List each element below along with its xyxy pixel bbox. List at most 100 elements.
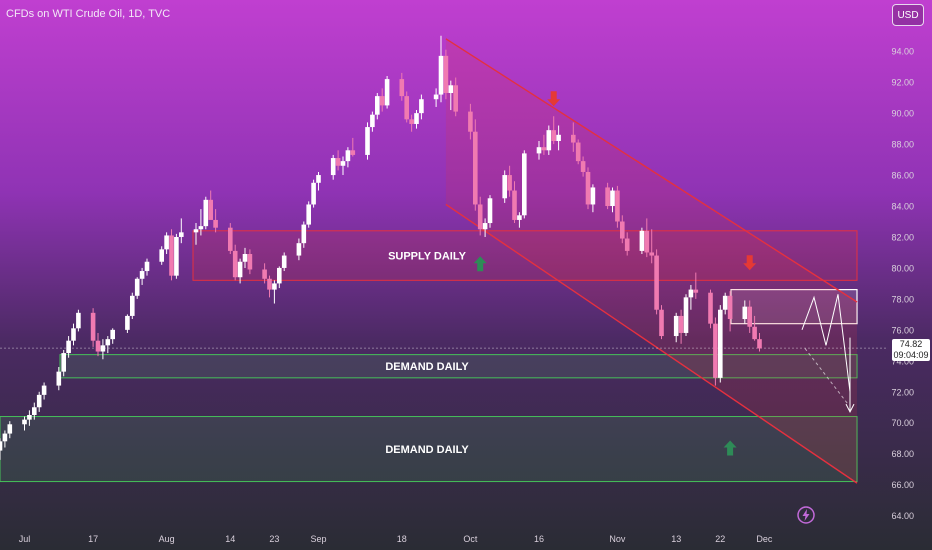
candle-body — [272, 283, 277, 290]
candle — [512, 181, 517, 224]
candle-body — [448, 85, 454, 94]
y-tick-label: 66.00 — [891, 480, 914, 490]
candle-body — [159, 249, 164, 262]
candle — [110, 328, 115, 344]
candle — [32, 402, 37, 420]
candle — [301, 221, 307, 248]
candle-body — [659, 309, 664, 337]
candle — [95, 332, 101, 357]
candle — [693, 272, 699, 299]
candle — [433, 88, 439, 107]
candle-body — [585, 171, 591, 205]
candle — [61, 349, 66, 377]
candle — [345, 147, 351, 168]
x-tick-label: Oct — [463, 534, 478, 544]
candle — [502, 170, 507, 203]
candle — [399, 72, 405, 101]
candle — [36, 391, 42, 412]
candle-body — [61, 353, 66, 372]
candle-body — [296, 243, 302, 256]
candle-body — [384, 79, 390, 106]
candle — [198, 209, 204, 236]
candle-body — [752, 326, 757, 340]
candle-body — [727, 295, 733, 320]
x-tick-label: 16 — [534, 534, 544, 544]
candle-body — [169, 235, 174, 276]
candle — [477, 196, 483, 236]
lightning-bolt-icon[interactable] — [796, 505, 816, 525]
y-tick-label: 78.00 — [891, 294, 914, 304]
candle — [66, 336, 71, 358]
candle-body — [541, 147, 547, 151]
candle-body — [708, 292, 713, 324]
candle — [370, 111, 375, 132]
candle-body — [649, 252, 654, 256]
y-tick-label: 86.00 — [891, 171, 914, 181]
candle-body — [144, 261, 150, 272]
candle — [365, 122, 370, 160]
candle-body — [473, 131, 478, 205]
candle-body — [399, 79, 405, 97]
candle — [585, 167, 591, 210]
candle-body — [0, 441, 3, 451]
candle-body — [556, 134, 561, 142]
y-tick-label: 68.00 — [891, 449, 914, 459]
candle-body — [237, 261, 243, 278]
candle — [208, 190, 213, 220]
y-tick-label: 70.00 — [891, 418, 914, 428]
candle-body — [32, 407, 37, 415]
candle — [718, 305, 723, 383]
candle — [757, 332, 762, 352]
candle — [713, 317, 718, 386]
candle — [448, 80, 454, 111]
candle — [468, 103, 473, 140]
candle — [522, 150, 527, 219]
candle — [105, 336, 111, 354]
y-tick-label: 92.00 — [891, 78, 914, 88]
candle — [673, 312, 679, 343]
candle-body — [419, 99, 424, 114]
candle-body — [90, 312, 96, 341]
candle-body — [311, 182, 316, 205]
candle — [443, 49, 449, 100]
candle-body — [375, 96, 380, 115]
candle-body — [605, 187, 610, 207]
channel-lower-line — [445, 203, 858, 484]
candle-body — [193, 229, 199, 233]
currency-button[interactable]: USD — [892, 4, 924, 26]
candle-body — [620, 221, 625, 239]
candle-body — [66, 340, 71, 354]
candle — [708, 289, 713, 329]
y-tick-label: 90.00 — [891, 109, 914, 119]
y-tick-label: 64.00 — [891, 511, 914, 521]
candle — [747, 300, 752, 333]
candle — [659, 305, 664, 340]
y-tick-label: 82.00 — [891, 232, 914, 242]
candle-body — [443, 55, 449, 94]
candle — [164, 232, 169, 255]
candle-body — [174, 236, 179, 276]
candle — [438, 35, 444, 103]
candle-body — [757, 339, 762, 349]
candle-body — [487, 198, 493, 224]
candle-body — [316, 175, 321, 183]
candle-body — [639, 230, 645, 251]
candle — [311, 179, 316, 208]
candle-body — [742, 306, 748, 320]
candle — [56, 367, 62, 391]
y-tick-label: 94.00 — [891, 47, 914, 57]
x-tick-label: 23 — [269, 534, 279, 544]
candle — [232, 244, 238, 281]
candle-body — [678, 315, 684, 333]
x-tick-label: Aug — [159, 534, 175, 544]
candle-body — [232, 250, 238, 278]
x-tick-label: Dec — [756, 534, 773, 544]
candle — [605, 182, 610, 210]
candle — [179, 218, 184, 244]
candle-body — [517, 215, 522, 220]
candle-body — [453, 85, 458, 112]
x-tick-label: 18 — [397, 534, 407, 544]
candle — [90, 308, 96, 347]
candle — [517, 212, 522, 228]
